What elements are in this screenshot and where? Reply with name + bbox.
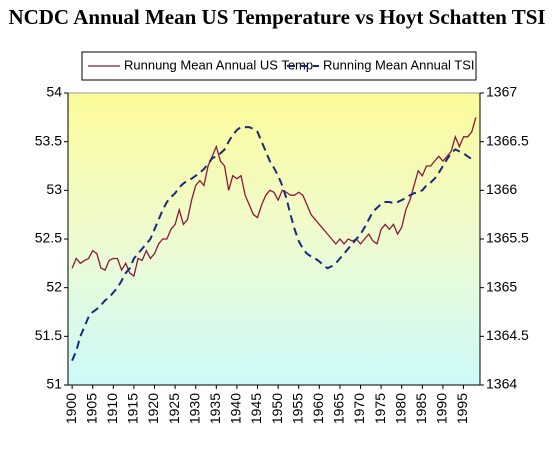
x-tick-label: 1970	[351, 393, 367, 424]
y-tick-label: 53.5	[35, 132, 62, 148]
x-tick-label: 1915	[125, 393, 141, 424]
x-tick-label: 1925	[166, 393, 182, 424]
legend-label: Runnung Mean Annual US Temp	[124, 57, 313, 72]
x-tick-label: 1920	[145, 393, 161, 424]
y2-tick-label: 1366	[486, 181, 517, 197]
plot-area	[67, 92, 481, 386]
y-tick-label: 51.5	[35, 327, 62, 343]
x-tick-label: 1935	[207, 393, 223, 424]
x-tick-label: 1910	[104, 393, 120, 424]
x-tick-label: 1940	[228, 393, 244, 424]
x-tick-label: 1995	[454, 393, 470, 424]
y2-tick-label: 1364	[486, 376, 517, 392]
y2-tick-label: 1366.5	[486, 132, 529, 148]
legend-box	[81, 51, 477, 81]
y-tick-label: 53	[46, 181, 62, 197]
x-tick-label: 1990	[434, 393, 450, 424]
x-tick-label: 1960	[310, 393, 326, 424]
x-tick-label: 1950	[269, 393, 285, 424]
series-line	[71, 117, 477, 278]
x-tick-label: 1945	[248, 393, 264, 424]
x-tick-label: 1900	[63, 393, 79, 424]
x-tick-label: 1930	[186, 393, 202, 424]
x-tick-label: 1905	[83, 393, 99, 424]
x-tick-label: 1980	[392, 393, 408, 424]
x-tick-label: 1985	[413, 393, 429, 424]
y2-tick-label: 1364.5	[486, 327, 529, 343]
y-tick-label: 52	[46, 278, 62, 294]
y-tick-label: 54	[46, 84, 62, 100]
legend-label: Running Mean Annual TSI	[323, 57, 475, 72]
y2-tick-label: 1365	[486, 278, 517, 294]
chart-title: NCDC Annual Mean US Temperature vs Hoyt …	[8, 5, 545, 29]
y-tick-label: 52.5	[35, 230, 62, 246]
x-tick-label: 1965	[331, 393, 347, 424]
x-tick-label: 1975	[372, 393, 388, 424]
y2-tick-label: 1365.5	[486, 230, 529, 246]
y2-tick-label: 1367	[486, 84, 517, 100]
x-tick-label: 1955	[289, 393, 305, 424]
y-tick-label: 51	[46, 376, 62, 392]
